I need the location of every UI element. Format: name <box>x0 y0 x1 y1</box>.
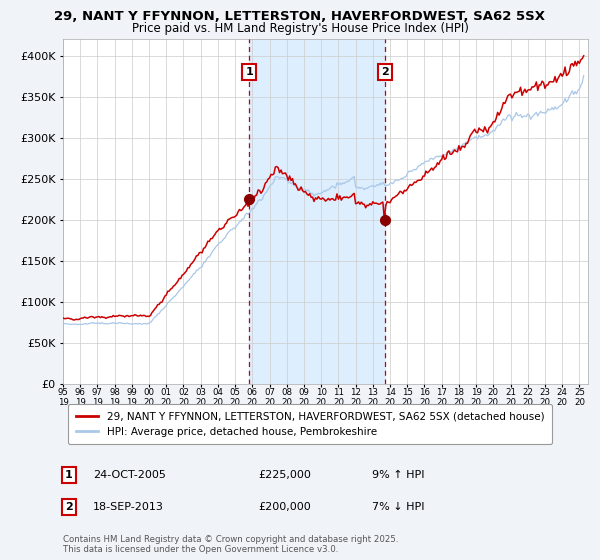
Text: £200,000: £200,000 <box>258 502 311 512</box>
Text: 1: 1 <box>245 67 253 77</box>
Text: 18-SEP-2013: 18-SEP-2013 <box>93 502 164 512</box>
Text: 9% ↑ HPI: 9% ↑ HPI <box>372 470 425 480</box>
Text: Contains HM Land Registry data © Crown copyright and database right 2025.
This d: Contains HM Land Registry data © Crown c… <box>63 535 398 554</box>
Text: 2: 2 <box>65 502 73 512</box>
Text: 29, NANT Y FFYNNON, LETTERSTON, HAVERFORDWEST, SA62 5SX: 29, NANT Y FFYNNON, LETTERSTON, HAVERFOR… <box>55 10 545 23</box>
Text: Price paid vs. HM Land Registry's House Price Index (HPI): Price paid vs. HM Land Registry's House … <box>131 22 469 35</box>
Text: 7% ↓ HPI: 7% ↓ HPI <box>372 502 425 512</box>
Text: 1: 1 <box>65 470 73 480</box>
Legend: 29, NANT Y FFYNNON, LETTERSTON, HAVERFORDWEST, SA62 5SX (detached house), HPI: A: 29, NANT Y FFYNNON, LETTERSTON, HAVERFOR… <box>68 404 551 444</box>
Text: 24-OCT-2005: 24-OCT-2005 <box>93 470 166 480</box>
Text: 2: 2 <box>382 67 389 77</box>
Text: £225,000: £225,000 <box>258 470 311 480</box>
Bar <box>249 39 385 384</box>
